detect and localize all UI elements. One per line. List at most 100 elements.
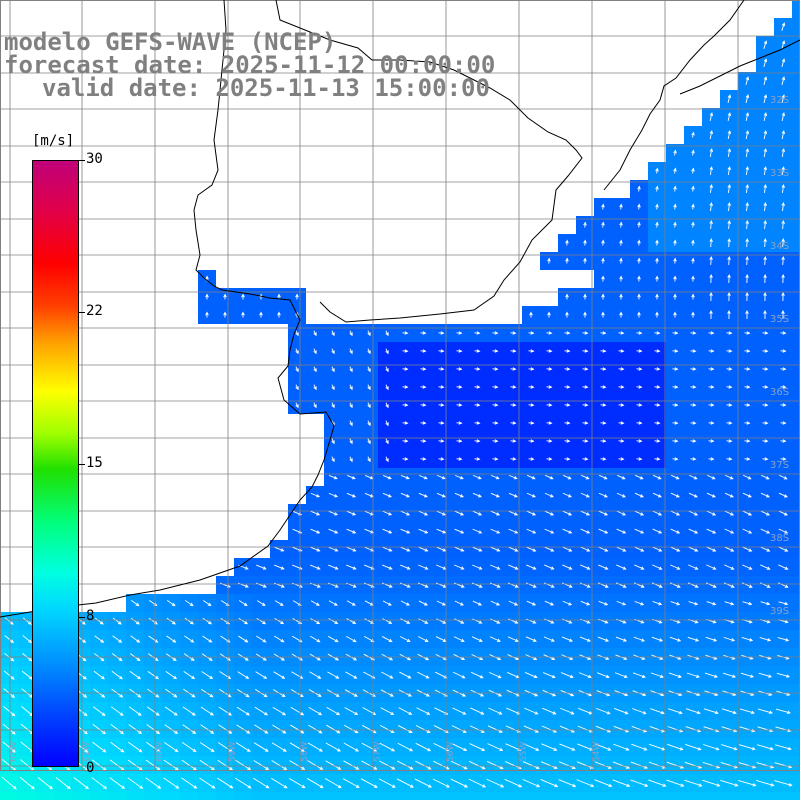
- wind-arrow: [543, 636, 555, 642]
- wind-arrow-head: [210, 730, 215, 734]
- wind-arrow: [562, 510, 572, 516]
- wind-arrow-head: [532, 602, 537, 606]
- wind-arrow-head: [763, 166, 768, 171]
- wind-arrow-head: [694, 620, 699, 624]
- wind-speed-cell: [576, 792, 594, 800]
- colorbar-tick-label: 30: [86, 151, 103, 167]
- wind-arrow-head: [120, 748, 125, 753]
- wind-arrow: [580, 528, 590, 534]
- wind-arrow: [454, 492, 464, 498]
- wind-arrow: [328, 475, 338, 479]
- wind-arrow-head: [409, 766, 414, 770]
- wind-arrow-head: [103, 785, 108, 789]
- wind-arrow-head: [711, 476, 716, 480]
- wind-arrow-head: [494, 367, 499, 371]
- wind-arrow-head: [763, 310, 767, 314]
- wind-arrow-head: [535, 747, 540, 751]
- wind-arrow-head: [784, 584, 789, 588]
- wind-arrow-head: [568, 512, 573, 516]
- wind-arrow: [652, 510, 662, 516]
- wind-arrow-head: [659, 656, 664, 660]
- wind-arrow-head: [568, 548, 573, 552]
- wind-arrow: [670, 546, 680, 552]
- wind-arrow: [184, 635, 194, 643]
- wind-arrow-head: [727, 310, 731, 314]
- wind-arrow-head: [530, 421, 535, 425]
- wind-arrow-head: [349, 440, 353, 445]
- wind-arrow-head: [10, 676, 15, 680]
- wind-arrow-head: [389, 675, 394, 679]
- wind-arrow-head: [763, 94, 768, 99]
- wind-arrow-head: [476, 421, 481, 425]
- wind-arrow-head: [367, 350, 371, 355]
- wind-speed-cell: [792, 522, 800, 540]
- wind-arrow-head: [710, 385, 715, 389]
- wind-arrow: [360, 778, 378, 788]
- longitude-label: 58W: [300, 742, 310, 762]
- wind-arrow: [291, 671, 303, 679]
- wind-arrow-head: [745, 130, 750, 135]
- wind-arrow-head: [313, 350, 317, 355]
- wind-arrow: [562, 492, 572, 498]
- wind-arrow-head: [710, 403, 715, 407]
- wind-arrow-head: [244, 584, 249, 588]
- wind-arrow: [775, 708, 791, 714]
- wind-arrow-head: [442, 530, 447, 534]
- wind-arrow-head: [728, 457, 733, 461]
- wind-arrow-head: [638, 367, 643, 371]
- wind-arrow: [649, 726, 665, 732]
- latitude-label: 36S: [770, 387, 789, 398]
- wind-arrow-head: [622, 512, 627, 516]
- wind-arrow-head: [173, 712, 178, 716]
- wind-arrow-head: [136, 621, 140, 625]
- wind-arrow: [742, 564, 752, 570]
- wind-arrow: [434, 707, 448, 715]
- wind-speed-cell: [792, 342, 800, 360]
- wind-arrow-head: [172, 639, 177, 643]
- wind-arrow-head: [727, 148, 732, 153]
- wind-arrow-head: [730, 512, 735, 516]
- wind-arrow: [634, 510, 644, 516]
- wind-arrow: [507, 636, 519, 642]
- wind-arrow: [364, 528, 374, 534]
- wind-arrow: [382, 546, 392, 552]
- wind-arrow: [652, 528, 662, 534]
- wind-arrow: [778, 564, 788, 570]
- wind-arrow-head: [333, 602, 338, 606]
- wind-arrow-head: [570, 693, 575, 697]
- wind-arrow-head: [731, 638, 736, 642]
- wind-arrow: [741, 582, 753, 588]
- wind-arrow-head: [408, 693, 413, 697]
- wind-arrow-head: [673, 311, 677, 316]
- wind-arrow-head: [603, 494, 608, 498]
- wind-arrow: [724, 510, 734, 516]
- wind-arrow-head: [656, 367, 661, 371]
- wind-arrow-head: [730, 620, 735, 624]
- wind-arrow-head: [426, 729, 431, 733]
- wind-arrow: [778, 528, 788, 534]
- wind-arrow-head: [782, 349, 787, 353]
- wind-arrow: [220, 600, 230, 606]
- wind-arrow-head: [478, 530, 483, 534]
- wind-arrow: [379, 760, 395, 770]
- wind-arrow: [164, 741, 178, 753]
- wind-arrow-head: [709, 112, 714, 117]
- wind-arrow-head: [518, 784, 523, 788]
- wind-arrow-head: [331, 332, 335, 337]
- wind-arrow-head: [782, 457, 787, 461]
- wind-arrow: [378, 778, 396, 788]
- wind-arrow-head: [764, 421, 769, 425]
- colorbar-tick: [79, 464, 85, 465]
- wind-arrow-head: [675, 476, 680, 480]
- wind-arrow-head: [408, 729, 413, 733]
- wind-arrow-head: [407, 657, 412, 661]
- wind-arrow-head: [571, 765, 576, 769]
- valid-date: valid date: 2025-11-13 15:00:00: [42, 74, 490, 102]
- wind-arrow-head: [295, 311, 299, 316]
- wind-arrow: [776, 672, 790, 678]
- wind-arrow-head: [784, 566, 789, 570]
- wind-arrow: [345, 635, 357, 643]
- wind-arrow: [418, 564, 428, 570]
- wind-speed-cell: [792, 756, 800, 774]
- wind-arrow: [472, 492, 482, 498]
